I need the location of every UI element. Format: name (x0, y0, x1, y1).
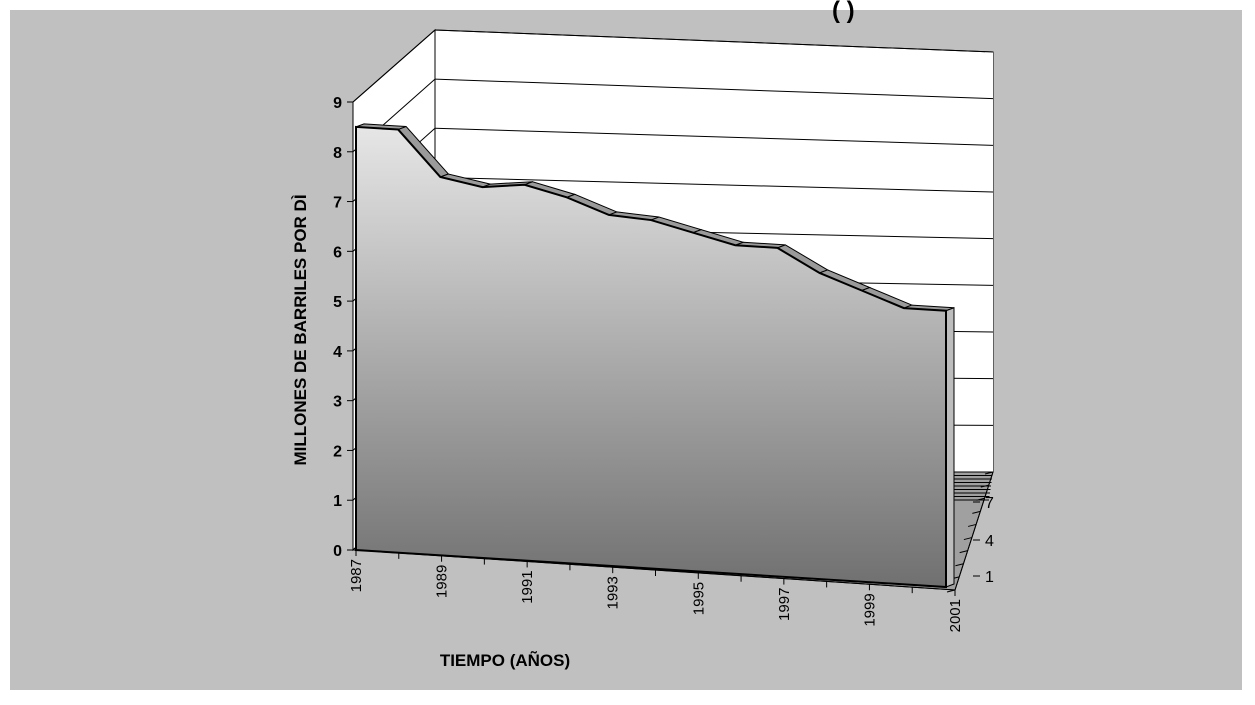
y-tick-label: 8 (333, 145, 342, 162)
depth-tick-label: 1 (985, 569, 994, 586)
x-tick-label: 1993 (605, 576, 622, 609)
depth-axis-line (954, 471, 994, 591)
x-tick-label: 2001 (947, 599, 964, 632)
gridline (434, 29, 994, 53)
chart-title-fragment: ( ) (832, 0, 855, 24)
y-tick-label: 7 (333, 195, 342, 212)
x-axis: 1987 1989 1991 1993 1995 1997 1999 2001 (348, 549, 964, 632)
x-tick-label: 1989 (434, 565, 451, 598)
y-tick-label: 4 (333, 344, 342, 361)
floor-line (967, 523, 977, 527)
y-tick-label: 6 (333, 244, 342, 261)
x-tick-label: 1995 (690, 582, 707, 615)
x-tick-label: 1999 (861, 593, 878, 626)
floor-line (963, 537, 973, 541)
floor-line (955, 563, 964, 567)
y-axis: 0 1 2 3 4 5 6 7 8 9 (333, 95, 354, 560)
x-axis-label: TIEMPO (AÑOS) (440, 650, 570, 670)
depth-tick-label: 4 (985, 533, 994, 550)
y-tick-label: 2 (333, 443, 342, 460)
x-tick-label: 1997 (776, 588, 793, 621)
chart-svg: 0 1 2 3 4 5 6 7 8 9 1987 1989 1991 1993 1995 1997 1999 2… (291, 28, 994, 670)
area-front-face (355, 125, 947, 589)
x-tick-label: 1991 (519, 570, 536, 603)
gridline (434, 127, 994, 146)
y-tick-label: 0 (333, 543, 342, 560)
depth-axis: 1 4 7 (954, 471, 994, 591)
gridline (434, 78, 994, 100)
y-tick-label: 5 (333, 294, 342, 311)
area-side-face (945, 307, 955, 588)
side-wall (985, 52, 993, 472)
gridline-side (352, 29, 436, 103)
y-axis-label: MILLONES DE BARRILES POR DÌ (291, 194, 310, 465)
floor-line (959, 550, 968, 554)
floor-line (972, 510, 981, 514)
y-tick-label: 3 (333, 394, 342, 411)
gridline (434, 176, 994, 193)
y-tick-label: 1 (333, 493, 342, 510)
area-series (355, 123, 955, 589)
x-tick-label: 1987 (348, 559, 365, 592)
depth-tick-label: 7 (985, 495, 994, 512)
y-tick-label: 9 (333, 95, 342, 112)
